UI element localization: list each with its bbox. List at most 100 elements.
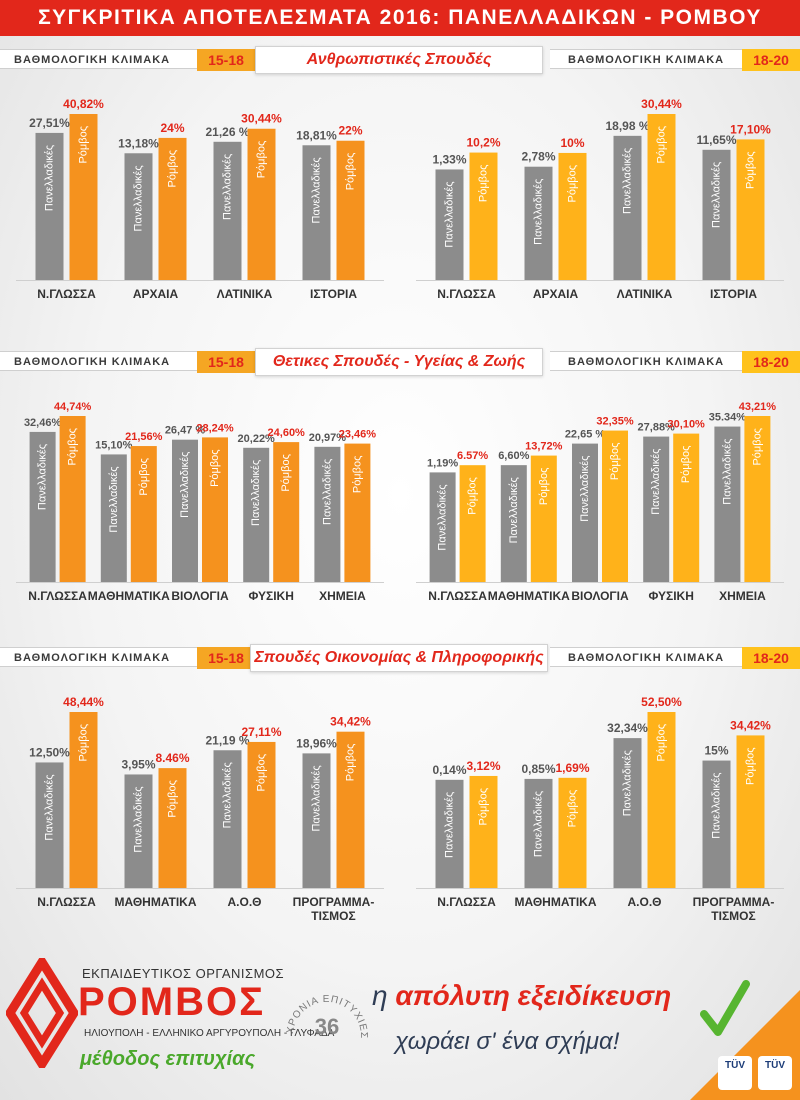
data-label: 15,10% (95, 439, 133, 451)
bar-rombos (673, 433, 700, 582)
page-banner: ΣΥΓΚΡΙΤΙΚΑ ΑΠΟΤΕΛΕΣΜΑΤΑ 2016: ΠΑΝΕΛΛΑΔΙΚ… (0, 0, 800, 36)
data-label: 40,82% (63, 97, 104, 111)
bar-panhellenic (35, 132, 64, 280)
data-label: 30,10% (668, 419, 706, 431)
data-label: 3,12% (466, 759, 500, 773)
data-label: 30,44% (241, 112, 282, 126)
series-name-label: Ρόμβος (567, 165, 579, 203)
section-title: Θετικες Σπουδές - Υγείας & Ζωής (255, 348, 543, 376)
scale-label-text: ΒΑΘΜΟΛΟΓΙΚΗ ΚΛΙΜΑΚΑ (14, 652, 171, 664)
scale-label-left: ΒΑΘΜΟΛΟΓΙΚΗ ΚΛΙΜΑΚΑ 15-18 (0, 647, 255, 669)
bar-panhellenic (429, 472, 456, 582)
section-title: Ανθρωπιστικές Σπουδές (255, 46, 543, 74)
series-name-label: Πανελλαδικές (311, 157, 323, 223)
chart-economics-15-18: 12,50% Πανελλαδικές 48,44% Ρόμβος Ν.ΓΛΩΣΣΑ 3,… (0, 684, 400, 944)
bar-rombos (647, 712, 676, 888)
series-name-label: Πανελλαδικές (44, 774, 56, 840)
scale-label-text: ΒΑΘΜΟΛΟΓΙΚΗ ΚΛΙΜΑΚΑ (568, 652, 725, 664)
bar-panhellenic (524, 166, 553, 280)
category-label: Ν.ΓΛΩΣΣΑ (437, 895, 496, 909)
series-name-label: Ρόμβος (256, 141, 268, 179)
series-name-label: Ρόμβος (167, 150, 179, 188)
bar-panhellenic (714, 426, 741, 582)
scale-range-low: 15-18 (197, 351, 255, 373)
slogan-line-2: χωράει σ' ένα σχήμα! (395, 1028, 620, 1055)
series-name-label: Πανελλαδικές (711, 162, 723, 228)
bar-panhellenic (524, 778, 553, 888)
data-label: 48,44% (63, 695, 104, 709)
bar-rombos (558, 777, 587, 888)
series-name-label: Πανελλαδικές (133, 165, 145, 231)
org-motto: μέθοδος επιτυχίας (80, 1048, 256, 1070)
series-name-label: Πανελλαδικές (250, 460, 262, 526)
category-label: ΒΙΟΛΟΓΙΑ (571, 589, 629, 603)
bar-rombos (744, 416, 771, 582)
series-name-label: Ρόμβος (656, 724, 668, 762)
bar-rombos (202, 437, 228, 582)
chart-humanities-18-20: 1,33% Πανελλαδικές 10,2% Ρόμβος Ν.ΓΛΩΣΣΑ 2,78… (400, 86, 800, 336)
series-name-label: Πανελλαδικές (444, 792, 456, 858)
bar-rombos (336, 140, 365, 280)
bar-rombos (69, 712, 98, 888)
category-label: Ν.ΓΛΩΣΣΑ (437, 287, 496, 301)
series-name-label: Ρόμβος (680, 446, 692, 484)
series-name-label: Πανελλαδικές (622, 148, 634, 214)
scale-range-high: 18-20 (742, 647, 800, 669)
series-name-label: Ρόμβος (538, 468, 550, 506)
data-label: 18,98 % (605, 119, 649, 133)
data-label: 44,74% (54, 401, 92, 413)
category-label: Α.Ο.Θ (227, 895, 261, 909)
data-label: 17,10% (730, 122, 771, 136)
bar-panhellenic (572, 443, 598, 582)
series-name-label: Ρόμβος (609, 443, 621, 481)
data-label: 1,19% (427, 457, 458, 469)
bar-rombos (469, 775, 498, 888)
category-label: ΦΥΣΙΚΗ (649, 589, 694, 603)
data-label: 13,18% (118, 136, 159, 150)
chart-humanities-15-18: 27,51% Πανελλαδικές 40,82% Ρόμβος Ν.ΓΛΩΣΣΑ 13… (0, 86, 400, 336)
data-label: 22% (338, 124, 362, 138)
bar-rombos (602, 430, 628, 582)
scale-label-text: ΒΑΘΜΟΛΟΓΙΚΗ ΚΛΙΜΑΚΑ (14, 54, 171, 66)
slogan-lead: η (372, 980, 396, 1011)
category-label: ΑΡΧΑΙΑ (533, 287, 579, 301)
bar-panhellenic (613, 738, 642, 888)
section-title: Σπουδές Οικονομίας & Πληροφορικής (250, 644, 548, 672)
bar-rombos (336, 731, 365, 888)
data-label: 32,34% (607, 721, 648, 735)
series-name-label: Ρόμβος (656, 126, 668, 164)
series-name-label: Πανελλαδικές (711, 773, 723, 839)
series-name-label: Πανελλαδικές (133, 786, 145, 852)
bar-rombos (736, 735, 765, 888)
series-name-label: Πανελλαδικές (37, 444, 49, 510)
category-label: ΦΥΣΙΚΗ (249, 589, 294, 603)
data-label: 22,65 % (565, 429, 606, 441)
category-label: Α.Ο.Θ (627, 895, 661, 909)
category-label: ΜΑΘΗΜΑΤΙΚΑ (88, 589, 170, 603)
data-label: 6,60% (498, 450, 529, 462)
bar-rombos (59, 416, 86, 582)
series-name-label: Ρόμβος (745, 151, 757, 189)
data-label: 21,56% (125, 431, 163, 443)
data-label: 28,24% (196, 422, 234, 434)
category-label: ΙΣΤΟΡΙΑ (710, 287, 757, 301)
bar-rombos (247, 128, 276, 280)
chart-sciences-18-20: 1,19% Πανελλαδικές 6.57% Ρόμβος Ν.ΓΛΩΣΣΑ 6,60… (400, 388, 800, 638)
data-label: 34,42% (730, 718, 771, 732)
category-label: Ν.ΓΛΩΣΣΑ (37, 895, 96, 909)
slogan-accent: απόλυτη εξειδίκευση (395, 980, 672, 1011)
series-name-label: Ρόμβος (478, 165, 490, 203)
category-label: ΧΗΜΕΙΑ (719, 589, 766, 603)
bar-panhellenic (29, 431, 56, 582)
scale-label-right: ΒΑΘΜΟΛΟΓΙΚΗ ΚΛΙΜΑΚΑ 18-20 (550, 49, 800, 71)
category-label: ΙΣΤΟΡΙΑ (310, 287, 357, 301)
scale-label-text: ΒΑΘΜΟΛΟΓΙΚΗ ΚΛΙΜΑΚΑ (568, 356, 725, 368)
data-label: 27,88% (638, 422, 676, 434)
data-label: 27,11% (241, 725, 281, 739)
scale-label-left: ΒΑΘΜΟΛΟΓΙΚΗ ΚΛΙΜΑΚΑ 15-18 (0, 49, 255, 71)
series-name-label: Πανελλαδικές (108, 466, 120, 532)
data-label: 1,33% (432, 152, 466, 166)
data-label: 15% (704, 744, 728, 758)
data-label: 18,96% (296, 736, 337, 750)
series-name-label: Ρόμβος (78, 126, 90, 164)
